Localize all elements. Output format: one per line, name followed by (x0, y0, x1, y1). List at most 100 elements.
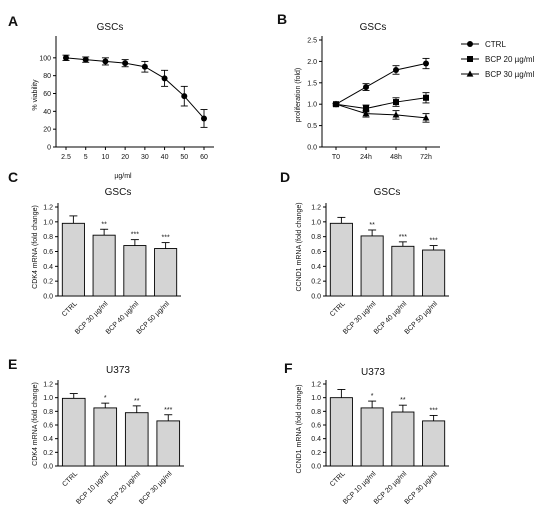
panel-f: F U373 CCND1 mRNA (fold change) 0.0 0.2 0.… (284, 360, 449, 506)
panel-b-x-tick-label-3: 72h (420, 154, 432, 161)
panel-f-significance-2: ** (400, 397, 406, 404)
panel-f-category-label-3: BCP 30 µg/ml (404, 470, 440, 506)
panel-a-x-tick-label-3: 20 (121, 154, 129, 161)
panel-a-y-tick-label-3: 60 (43, 91, 51, 98)
legend-label-0: CTRL (485, 40, 506, 49)
panel-e-y-tick-label-4: 0.8 (43, 409, 53, 416)
panel-c-ylabel: CDK4 mRNA (fold change) (32, 205, 39, 289)
panel-b-plot: 0.0 0.5 1.0 1.5 2.0 2.5 T0 24h 48h 72h (307, 36, 440, 161)
panel-b-series-1-point-3 (423, 94, 429, 101)
panel-a-y-tick-label-2: 40 (43, 109, 51, 116)
panel-d-category-label-3: BCP 50 µg/ml (404, 300, 440, 336)
panel-c-y-tick-label-2: 0.4 (43, 264, 53, 271)
panel-letter-d: D (280, 169, 290, 185)
panel-c-bar-2 (123, 245, 147, 297)
panel-a-series-0-point-5 (161, 75, 168, 82)
panel-b-y-tick-label-4: 2.0 (307, 59, 317, 66)
panel-b-series-1-line (335, 97, 427, 109)
panel-d-y-tick-label-4: 0.8 (311, 234, 321, 241)
panel-d-bar-3 (422, 249, 446, 297)
panel-a-y-tick-label-4: 80 (43, 73, 51, 80)
panel-f-y-tick-label-5: 1.0 (311, 395, 321, 402)
panel-a-series-0-point-6 (181, 93, 188, 100)
panel-c-bar-0 (61, 222, 85, 297)
panel-b-series-0-line (335, 63, 427, 105)
panel-a-y-tick-label-5: 100 (39, 55, 51, 62)
panel-a-y-tick-label-0: 0 (47, 145, 51, 152)
panel-e-y-tick-label-6: 1.2 (43, 382, 53, 389)
panel-a-series-0-point-7 (201, 115, 207, 122)
panel-d-y-tick-label-6: 1.2 (311, 205, 321, 212)
panel-e-bar-0 (61, 397, 86, 467)
panel-e-category-label-2: BCP 20 µg/ml (107, 470, 143, 506)
panel-b-title: GSCs (360, 22, 387, 33)
panel-f-significance-3: *** (430, 407, 438, 414)
panel-e-y-tick-label-5: 1.0 (43, 395, 53, 402)
legend-label-1: BCP 20 µg/ml (485, 55, 535, 64)
panel-b-series-2-point-0 (332, 100, 340, 107)
panel-d-significance-3: *** (430, 238, 438, 245)
panel-a-x-tick-label-5: 40 (161, 154, 169, 161)
panel-e-y-tick-label-2: 0.4 (43, 436, 53, 443)
panel-e-ylabel: CDK4 mRNA (fold change) (32, 382, 39, 466)
panel-c-significance-3: *** (162, 235, 170, 242)
panel-letter-b: B (277, 11, 287, 27)
panel-a-x-tick-label-7: 60 (200, 154, 208, 161)
panel-f-y-tick-label-3: 0.6 (311, 423, 321, 430)
panel-e-title: U373 (106, 365, 130, 376)
panel-c-category-label-0: CTRL (61, 300, 79, 318)
panel-a-ylabel: % viability (32, 79, 39, 111)
legend-marker-2 (466, 70, 474, 77)
panel-c-y-tick-label-5: 1.0 (43, 219, 53, 226)
panel-b-series-2-point-3 (422, 114, 430, 121)
panel-a-x-tick-label-6: 50 (180, 154, 188, 161)
panel-b-series-1-point-2 (393, 99, 399, 106)
panel-b-series-1-point-1 (363, 105, 369, 112)
panel-f-bar-1 (360, 407, 384, 467)
panel-d-y-tick-label-2: 0.4 (311, 264, 321, 271)
panel-a: A GSCs % viability µg/ml 0 20 40 60 80 100 2.5… (8, 13, 214, 180)
legend-marker-1 (467, 56, 473, 62)
panel-d-significance-2: *** (399, 234, 407, 241)
panel-d-y-tick-label-0: 0.0 (311, 294, 321, 301)
panel-b-series-2-point-2 (392, 111, 400, 118)
panel-b-x-tick-label-0: T0 (332, 154, 340, 161)
panel-b-series-0-point-2 (393, 66, 399, 73)
panel-f-bar-3 (422, 420, 446, 467)
panel-b-y-tick-label-3: 1.5 (307, 80, 317, 87)
panel-a-series-0-line (65, 57, 205, 119)
panel-b: B GSCs proliferation (fold) 0.0 0.5 1.0 1.5… (277, 11, 535, 161)
panel-b-y-tick-label-2: 1.0 (307, 102, 317, 109)
panel-c-y-tick-label-6: 1.2 (43, 205, 53, 212)
panel-a-series-0-point-1 (82, 56, 89, 63)
panel-b-series-0-point-1 (363, 84, 369, 91)
panel-e-bar-3 (156, 420, 181, 467)
panel-e-category-label-0: CTRL (61, 470, 79, 488)
panel-f-category-label-0: CTRL (329, 470, 347, 488)
panel-f-ylabel: CCND1 mRNA (fold change) (296, 384, 303, 473)
panel-a-series-0-point-0 (63, 54, 69, 61)
panel-b-y-tick-label-1: 0.5 (307, 123, 317, 130)
panel-d-category-label-0: CTRL (329, 300, 347, 318)
panel-e-significance-2: ** (134, 398, 140, 405)
panel-c: C GSCs CDK4 mRNA (fold change) 0.0 0.2 0.4… (8, 169, 181, 336)
legend-marker-0 (467, 41, 473, 47)
panel-d-y-tick-label-5: 1.0 (311, 219, 321, 226)
panel-d-title: GSCs (374, 187, 401, 198)
panel-a-xlabel: µg/ml (114, 173, 132, 180)
panel-c-bar-1 (92, 234, 116, 297)
panel-d-bar-0 (329, 222, 353, 297)
panel-b-series-2-line (335, 103, 427, 119)
panel-e: E U373 CDK4 mRNA (fold change) 0.0 0.2 0.4… (8, 356, 184, 506)
panel-c-y-tick-label-0: 0.0 (43, 294, 53, 301)
panel-e-y-tick-label-3: 0.6 (43, 423, 53, 430)
panel-f-significance-1: * (371, 393, 374, 400)
panel-c-category-label-3: BCP 50 µg/ml (136, 300, 172, 336)
panel-f-bar-0 (329, 397, 353, 467)
panel-b-y-tick-label-0: 0.0 (307, 145, 317, 152)
panel-d: D GSCs CCND1 mRNA (fold change) 0.0 0.2 0.… (280, 169, 449, 336)
panel-d-bar-2 (391, 245, 415, 297)
panel-b-series-0-point-3 (423, 60, 429, 67)
panel-letter-c: C (8, 169, 18, 185)
panel-e-y-tick-label-1: 0.2 (43, 450, 53, 457)
